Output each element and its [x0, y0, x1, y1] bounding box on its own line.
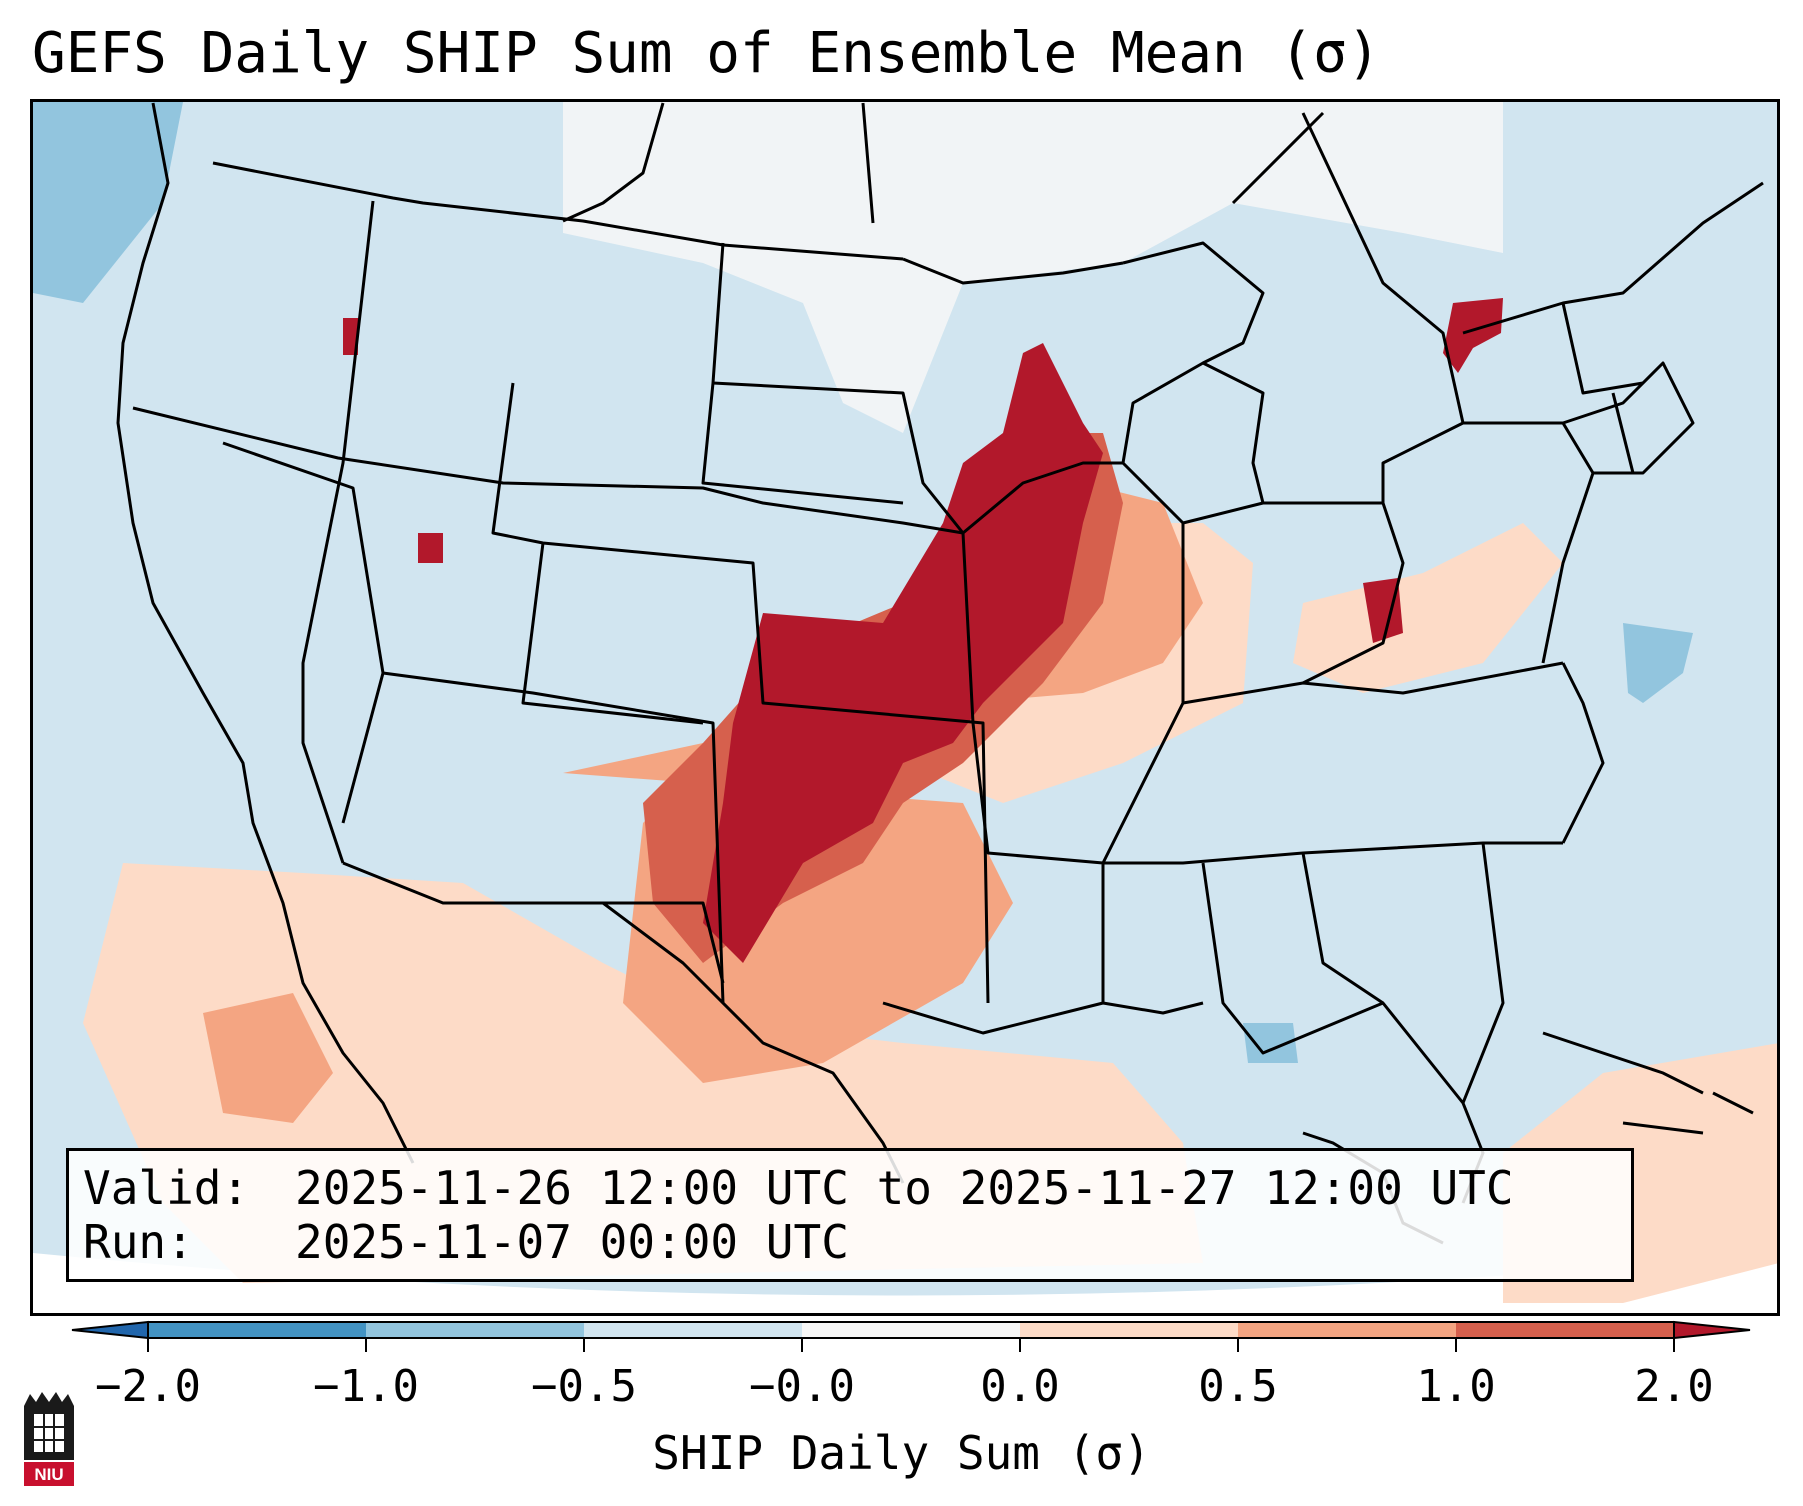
run-key: Run:: [83, 1215, 194, 1269]
logo-text: NIU: [34, 1465, 63, 1484]
field-positive-light-east: [1293, 523, 1563, 693]
run-line: Run: 2025-11-07 00:00 UTC: [83, 1215, 1631, 1269]
field-positive-extreme-washington: [343, 318, 358, 355]
niu-logo-icon: NIU: [24, 1392, 74, 1486]
field-positive-extreme-quebec: [1443, 298, 1503, 373]
field-near-zero-north: [563, 102, 1503, 433]
colorbar-tick-label: −1.0: [313, 1361, 419, 1412]
colorbar-ticks: [147, 1338, 1675, 1352]
field-negative-atlantic: [1623, 623, 1693, 703]
colorbar-tick-label: −0.5: [531, 1361, 637, 1412]
field-positive-extreme-ohio: [1363, 578, 1403, 643]
colorbar-outline: [147, 1321, 1675, 1339]
colorbar-tick-label: −2.0: [95, 1361, 201, 1412]
valid-value: 2025-11-26 12:00 UTC to 2025-11-27 12:00…: [295, 1161, 1514, 1215]
colorbar-segment-3: [584, 1322, 802, 1338]
map-title: GEFS Daily SHIP Sum of Ensemble Mean (σ): [32, 21, 1381, 86]
validity-info-box: Valid: 2025-11-26 12:00 UTC to 2025-11-2…: [66, 1148, 1634, 1282]
field-negative-northwest: [33, 102, 183, 303]
colorbar-segment-6: [1238, 1322, 1456, 1338]
colorbar-extend-high: [1673, 1320, 1751, 1340]
colorbar-extend-low: [71, 1320, 149, 1340]
colorbar-segment-4: [802, 1322, 1020, 1338]
valid-key: Valid:: [83, 1161, 250, 1215]
run-value: 2025-11-07 00:00 UTC: [295, 1215, 849, 1269]
colorbar-segment-7: [1456, 1322, 1674, 1338]
field-positive-medium-baja: [203, 993, 333, 1123]
colorbar-tick-label: −0.0: [749, 1361, 855, 1412]
colorbar-tick-label: 2.0: [1634, 1361, 1714, 1412]
valid-line: Valid: 2025-11-26 12:00 UTC to 2025-11-2…: [83, 1161, 1631, 1215]
colorbar-label: SHIP Daily Sum (σ): [652, 1426, 1151, 1480]
map-canvas: [33, 102, 1777, 1303]
colorbar-segment-2: [366, 1322, 584, 1338]
colorbar-tick-label: 0.5: [1198, 1361, 1278, 1412]
map-panel: [30, 99, 1780, 1316]
state-boundaries: [116, 102, 1764, 1204]
colorbar-segment-1: [148, 1322, 366, 1338]
colorbar-segment-5: [1020, 1322, 1238, 1338]
field-positive-extreme-utah: [418, 533, 443, 563]
colorbar-tick-label: 0.0: [980, 1361, 1060, 1412]
colorbar: [71, 1320, 1751, 1352]
colorbar-tick-label: 1.0: [1416, 1361, 1496, 1412]
field-negative-gulf: [1243, 1023, 1298, 1063]
